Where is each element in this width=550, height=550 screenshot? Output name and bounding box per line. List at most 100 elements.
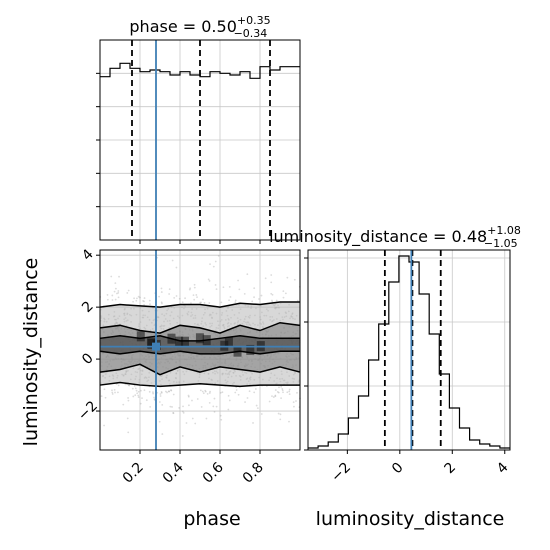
joint-scatter-point (214, 260, 217, 263)
joint-scatter-point (111, 391, 114, 394)
lum-hist-bar (369, 360, 379, 450)
joint-scatter-point (246, 273, 249, 276)
joint-scatter-point (160, 301, 163, 304)
lum-hist-step (308, 255, 510, 449)
joint-scatter-point (181, 301, 184, 304)
phase-hist-bar (210, 72, 220, 240)
lum-hist-bar (399, 256, 409, 450)
joint-scatter-point (215, 405, 218, 408)
joint-scatter-point (158, 420, 161, 423)
joint-scatter-point (106, 294, 109, 296)
joint-scatter-point (149, 303, 151, 306)
phase-hist-bar (160, 72, 170, 240)
joint-scatter-point (158, 295, 160, 298)
lum-title-lower: −1.05 (484, 237, 518, 250)
joint-scatter-point (137, 396, 140, 399)
phase-histogram-panel: phase = 0.50+0.35 −0.34 (96, 14, 301, 244)
joint-density-blob (246, 344, 255, 355)
joint-scatter-point (126, 417, 129, 420)
lum-hist-grid (308, 250, 510, 451)
phase-hist-bar (200, 77, 210, 240)
joint-scatter-point (227, 394, 230, 397)
joint-scatter-point (117, 292, 120, 294)
joint-scatter-point (104, 396, 107, 399)
phase-hist-bar (110, 68, 120, 240)
joint-scatter-point (114, 287, 117, 290)
lum-axis-label: luminosity_distance (316, 508, 505, 530)
joint-ytick-label: 2 (79, 298, 97, 316)
joint-scatter-point (219, 391, 222, 394)
joint-scatter-point (106, 298, 109, 301)
joint-scatter-point (152, 392, 155, 395)
joint-density-blob (136, 331, 145, 342)
joint-scatter-point (278, 386, 280, 389)
joint-scatter-point (246, 397, 249, 399)
joint-scatter-point (296, 299, 299, 302)
joint-scatter-point (143, 389, 146, 392)
phase-title-lower: −0.34 (234, 27, 268, 40)
joint-scatter-point (193, 286, 196, 289)
joint-scatter-point (178, 407, 181, 409)
joint-scatter-point (185, 422, 188, 424)
lum-hist-title: luminosity_distance = 0.48+1.08 −1.05 (269, 224, 521, 250)
joint-scatter-point (145, 399, 148, 402)
lum-hist-lines (383, 250, 442, 450)
joint-scatter-point (114, 391, 116, 394)
joint-scatter-point (127, 384, 130, 387)
joint-scatter-point (213, 397, 216, 400)
joint-scatter-point (286, 391, 289, 394)
joint-scatter-point (117, 391, 119, 394)
joint-scatter-point (133, 384, 136, 387)
joint-ytick-label: −2 (75, 398, 101, 424)
joint-scatter-point (189, 287, 192, 290)
joint-scatter-point (275, 299, 278, 302)
joint-scatter-point (196, 296, 198, 299)
joint-scatter-point (204, 389, 207, 392)
joint-scatter-point (175, 295, 178, 297)
joint-scatter-point (148, 390, 151, 393)
joint-scatter-point (161, 302, 163, 305)
joint-scatter-point (237, 279, 239, 282)
phase-hist-bar (290, 67, 300, 240)
joint-scatter-point (201, 390, 204, 393)
lum-title-upper: +1.08 (487, 224, 521, 237)
joint-xtick-label: 0.8 (240, 460, 267, 487)
joint-density (100, 301, 300, 387)
joint-scatter-point (168, 390, 170, 393)
joint-scatter-point (200, 301, 203, 304)
joint-scatter-point (172, 393, 175, 396)
joint-scatter-point (208, 302, 211, 304)
joint-scatter-point (132, 300, 134, 303)
joint-scatter-point (237, 393, 240, 396)
joint-scatter-point (172, 412, 175, 415)
joint-scatter-point (228, 286, 231, 288)
joint-scatter-point (192, 294, 195, 297)
phase-title-prefix: phase = (129, 17, 201, 36)
joint-scatter-point (188, 404, 190, 407)
joint-density-blob (180, 336, 189, 347)
phase-hist-bar (240, 72, 250, 240)
joint-scatter-point (270, 292, 273, 295)
joint-scatter-point (244, 401, 246, 403)
joint-scatter-point (171, 259, 174, 262)
lum-title-prefix: luminosity_distance = (269, 227, 451, 247)
joint-scatter-point (103, 388, 106, 391)
joint-scatter-point (161, 433, 164, 435)
joint-scatter-point (221, 391, 224, 394)
lum-hist-bar (379, 324, 389, 450)
joint-scatter-point (222, 286, 225, 289)
joint-scatter-point (135, 299, 138, 302)
joint-density-blob (195, 333, 204, 344)
joint-scatter-point (160, 291, 163, 293)
joint-scatter-point (114, 298, 117, 301)
joint-scatter-point (288, 388, 291, 391)
joint-scatter-point (128, 384, 131, 387)
lum-hist-bar (328, 442, 338, 450)
joint-scatter-point (215, 288, 218, 291)
joint-scatter-point (160, 391, 163, 394)
joint-scatter-point (171, 406, 173, 408)
joint-scatter-point (253, 296, 255, 299)
joint-scatter-point (161, 403, 164, 406)
joint-scatter-point (142, 300, 144, 302)
